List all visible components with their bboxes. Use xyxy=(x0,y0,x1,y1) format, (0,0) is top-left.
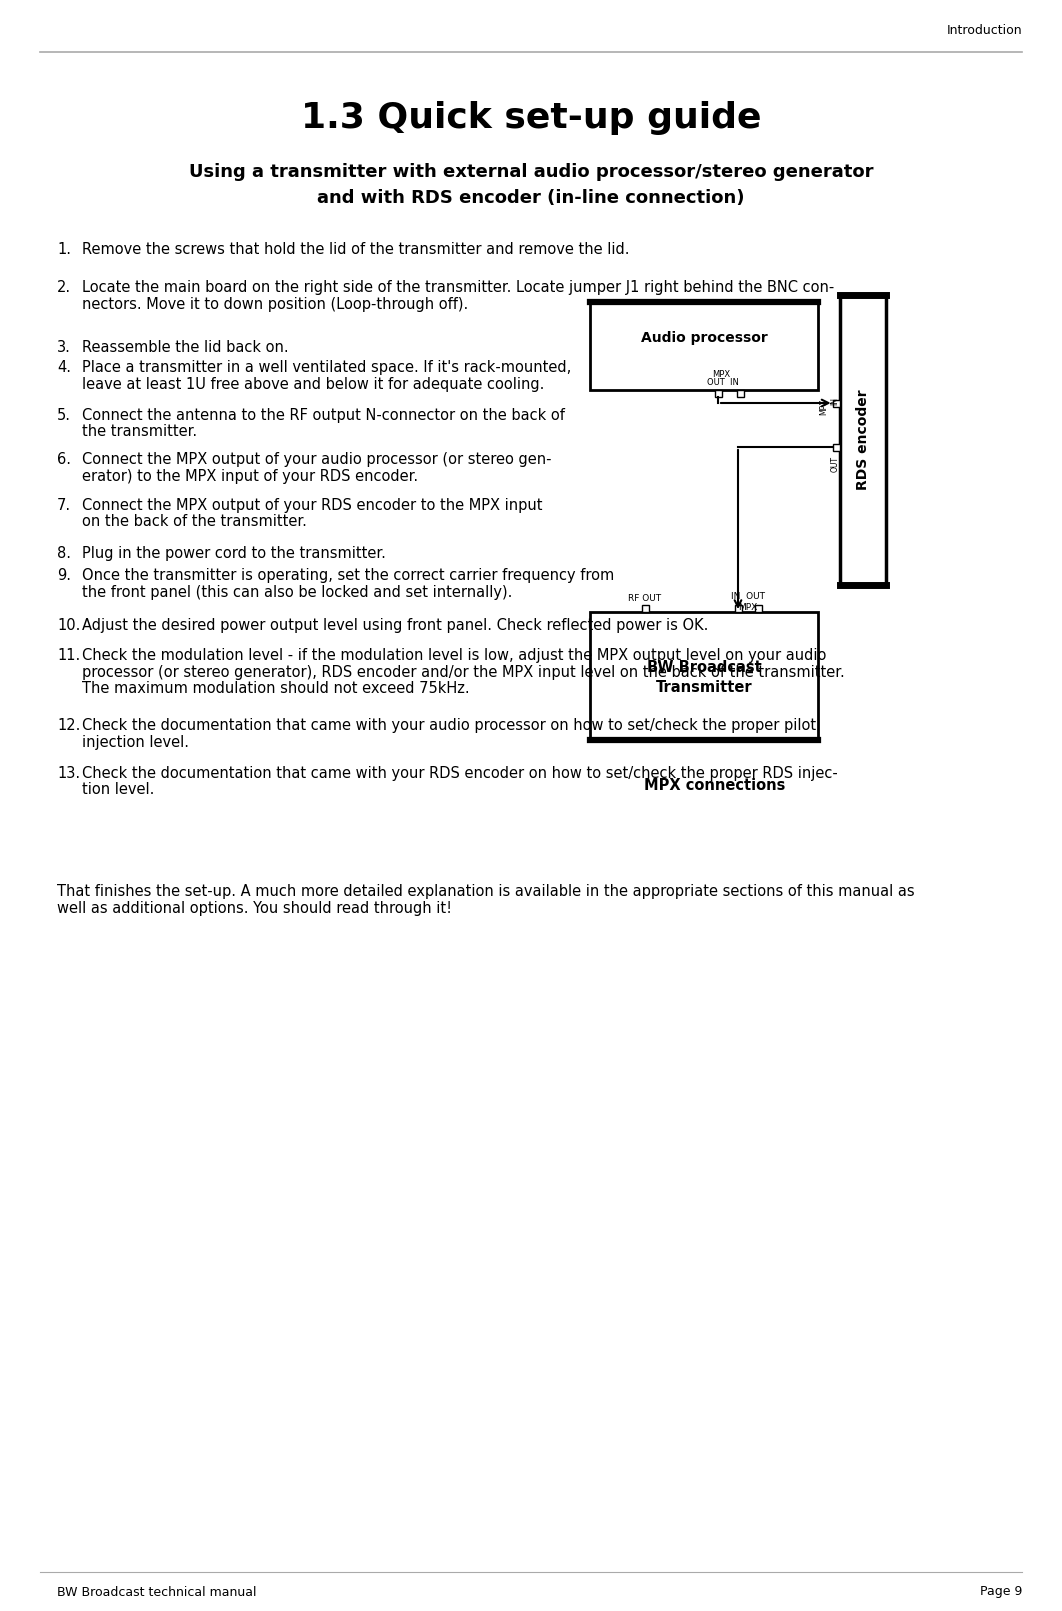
Text: Remove the screws that hold the lid of the transmitter and remove the lid.: Remove the screws that hold the lid of t… xyxy=(82,242,630,258)
Bar xyxy=(833,400,840,406)
Text: 1.: 1. xyxy=(57,242,71,258)
Text: Introduction: Introduction xyxy=(946,24,1022,37)
Text: Page 9: Page 9 xyxy=(979,1585,1022,1598)
Text: 4.: 4. xyxy=(57,359,71,375)
Text: well as additional options. You should read through it!: well as additional options. You should r… xyxy=(57,901,452,915)
Text: Adjust the desired power output level using front panel. Check reflected power i: Adjust the desired power output level us… xyxy=(82,619,708,633)
Text: 10.: 10. xyxy=(57,619,81,633)
Text: Check the documentation that came with your audio processor on how to set/check : Check the documentation that came with y… xyxy=(82,719,816,733)
Text: processor (or stereo generator), RDS encoder and/or the MPX input level on the b: processor (or stereo generator), RDS enc… xyxy=(82,664,844,680)
Text: IN: IN xyxy=(830,396,839,404)
Text: the transmitter.: the transmitter. xyxy=(82,425,198,440)
Text: Transmitter: Transmitter xyxy=(655,680,752,696)
Text: leave at least 1U free above and below it for adequate cooling.: leave at least 1U free above and below i… xyxy=(82,377,545,391)
Bar xyxy=(833,443,840,451)
Text: Audio processor: Audio processor xyxy=(640,330,768,345)
Text: 8.: 8. xyxy=(57,546,71,561)
Text: Place a transmitter in a well ventilated space. If it's rack-mounted,: Place a transmitter in a well ventilated… xyxy=(82,359,571,375)
Text: 6.: 6. xyxy=(57,453,71,467)
Text: nectors. Move it to down position (Loop-through off).: nectors. Move it to down position (Loop-… xyxy=(82,296,468,311)
Text: OUT: OUT xyxy=(830,456,839,472)
Text: 7.: 7. xyxy=(57,498,71,512)
Text: on the back of the transmitter.: on the back of the transmitter. xyxy=(82,514,307,530)
Text: MPX: MPX xyxy=(820,400,828,416)
Text: erator) to the MPX input of your RDS encoder.: erator) to the MPX input of your RDS enc… xyxy=(82,469,418,483)
Text: MPX: MPX xyxy=(738,603,757,612)
Text: 1.3 Quick set-up guide: 1.3 Quick set-up guide xyxy=(301,101,761,135)
Text: 11.: 11. xyxy=(57,648,81,664)
Text: Plug in the power cord to the transmitter.: Plug in the power cord to the transmitte… xyxy=(82,546,386,561)
Text: 13.: 13. xyxy=(57,765,80,781)
Text: Connect the MPX output of your audio processor (or stereo gen-: Connect the MPX output of your audio pro… xyxy=(82,453,551,467)
Text: MPX: MPX xyxy=(712,371,730,379)
Bar xyxy=(754,606,761,612)
Text: BW Broadcast technical manual: BW Broadcast technical manual xyxy=(57,1585,257,1598)
Bar xyxy=(735,606,741,612)
Text: BW Broadcast: BW Broadcast xyxy=(647,661,761,675)
Text: 12.: 12. xyxy=(57,719,81,733)
Text: tion level.: tion level. xyxy=(82,783,154,797)
Text: Locate the main board on the right side of the transmitter. Locate jumper J1 rig: Locate the main board on the right side … xyxy=(82,280,835,295)
Bar xyxy=(590,612,818,739)
Text: RF OUT: RF OUT xyxy=(629,594,662,603)
Text: MPX connections: MPX connections xyxy=(645,778,786,793)
Text: 5.: 5. xyxy=(57,408,71,424)
Text: Connect the antenna to the RF output N-connector on the back of: Connect the antenna to the RF output N-c… xyxy=(82,408,565,424)
Text: RDS encoder: RDS encoder xyxy=(856,390,870,490)
Bar xyxy=(715,390,721,396)
Text: the front panel (this can also be locked and set internally).: the front panel (this can also be locked… xyxy=(82,585,512,599)
Text: Reassemble the lid back on.: Reassemble the lid back on. xyxy=(82,340,289,354)
Text: 9.: 9. xyxy=(57,569,71,583)
Text: IN  OUT: IN OUT xyxy=(731,591,765,601)
Text: Check the modulation level - if the modulation level is low, adjust the MPX outp: Check the modulation level - if the modu… xyxy=(82,648,826,664)
Text: and with RDS encoder (in-line connection): and with RDS encoder (in-line connection… xyxy=(318,188,744,206)
Text: That finishes the set-up. A much more detailed explanation is available in the a: That finishes the set-up. A much more de… xyxy=(57,884,914,899)
Bar xyxy=(641,606,649,612)
Text: injection level.: injection level. xyxy=(82,735,189,749)
Text: Once the transmitter is operating, set the correct carrier frequency from: Once the transmitter is operating, set t… xyxy=(82,569,614,583)
Text: OUT  IN: OUT IN xyxy=(707,379,739,387)
Bar xyxy=(840,295,886,585)
Text: Connect the MPX output of your RDS encoder to the MPX input: Connect the MPX output of your RDS encod… xyxy=(82,498,543,512)
Text: The maximum modulation should not exceed 75kHz.: The maximum modulation should not exceed… xyxy=(82,681,469,696)
Text: 2.: 2. xyxy=(57,280,71,295)
Text: Check the documentation that came with your RDS encoder on how to set/check the : Check the documentation that came with y… xyxy=(82,765,838,781)
Bar xyxy=(737,390,743,396)
Text: 3.: 3. xyxy=(57,340,71,354)
Bar xyxy=(590,301,818,390)
Text: Using a transmitter with external audio processor/stereo generator: Using a transmitter with external audio … xyxy=(189,163,873,180)
